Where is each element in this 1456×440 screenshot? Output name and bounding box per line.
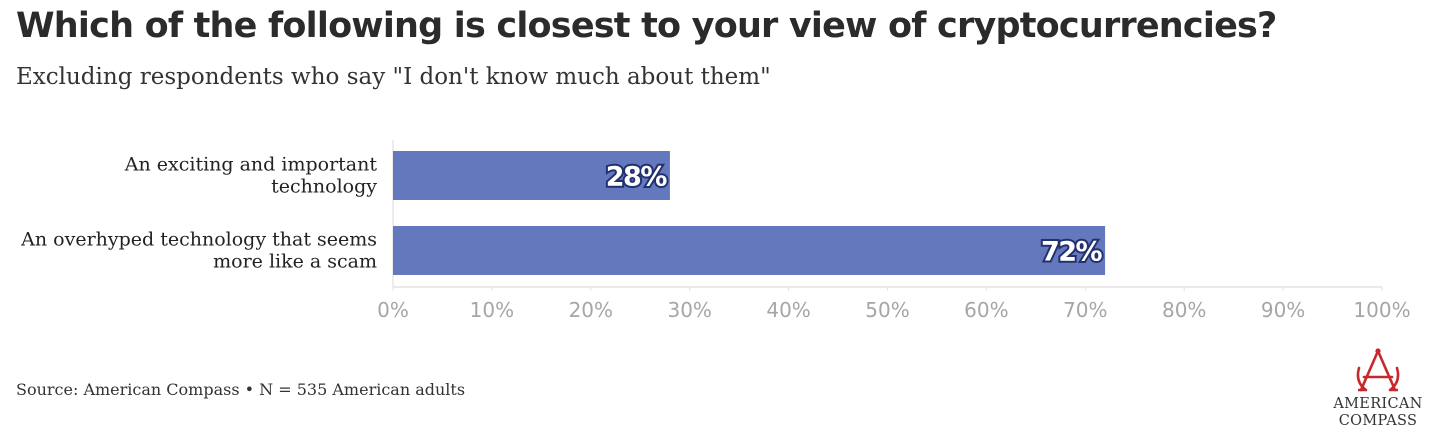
x-tick-label-100: 100%	[1353, 298, 1410, 322]
x-tick-label-10: 10%	[470, 298, 514, 322]
x-tick-label-80: 80%	[1162, 298, 1206, 322]
chart-subtitle: Excluding respondents who say "I don't k…	[16, 64, 771, 90]
x-tick-label-40: 40%	[766, 298, 810, 322]
x-tick-label-30: 30%	[667, 298, 711, 322]
logo-text-line2: COMPASS	[1338, 413, 1418, 429]
category-label-2-line-1: An overhyped technology that seems	[20, 229, 377, 251]
bar-1	[393, 151, 670, 200]
chart-title: Which of the following is closest to you…	[16, 6, 1277, 46]
x-tick-label-0: 0%	[377, 298, 409, 322]
category-label-1-line-2: technology	[271, 176, 377, 198]
american-compass-logo: AMERICAN COMPASS	[1328, 348, 1428, 438]
x-tick-label-50: 50%	[865, 298, 909, 322]
x-tick-label-70: 70%	[1063, 298, 1107, 322]
x-tick-label-20: 20%	[569, 298, 613, 322]
source-footnote: Source: American Compass • N = 535 Ameri…	[16, 380, 466, 399]
data-label-2: 72%	[1041, 237, 1103, 268]
bar-2	[393, 226, 1106, 275]
category-label-2-line-2: more like a scam	[213, 251, 377, 273]
x-tick-label-90: 90%	[1261, 298, 1305, 322]
x-tick-label-60: 60%	[964, 298, 1008, 322]
logo-text-line1: AMERICAN	[1333, 396, 1423, 412]
data-label-1: 28%	[606, 162, 668, 193]
category-label-1-line-1: An exciting and important	[124, 154, 378, 176]
compass-a-icon	[1356, 348, 1400, 392]
